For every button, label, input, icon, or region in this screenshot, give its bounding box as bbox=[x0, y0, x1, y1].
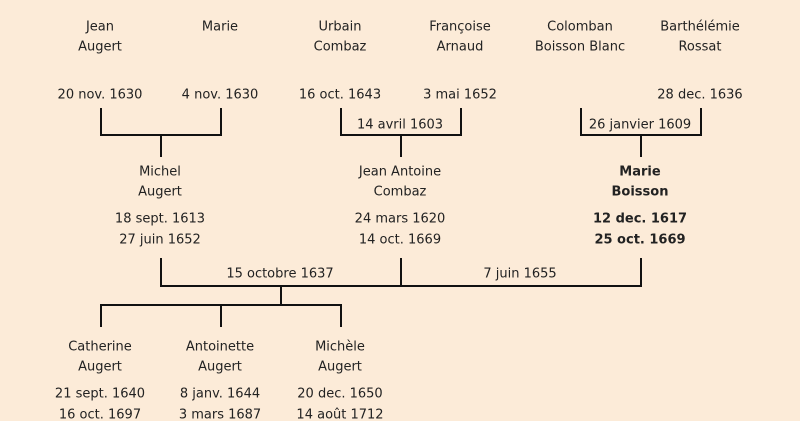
person-date: 8 janv. 1644 bbox=[180, 387, 260, 402]
person-name: Michèle bbox=[315, 340, 365, 355]
person-date: 14 août 1712 bbox=[296, 408, 383, 421]
person-date: 21 sept. 1640 bbox=[55, 387, 145, 402]
person-name: Urbain bbox=[319, 20, 362, 35]
person-date: 20 dec. 1650 bbox=[297, 387, 382, 402]
person-name: Marie bbox=[619, 165, 661, 180]
person-date: 20 nov. 1630 bbox=[58, 88, 143, 103]
person-name: Françoise bbox=[429, 20, 491, 35]
connectors bbox=[100, 108, 702, 327]
person-date: 12 dec. 1617 bbox=[593, 212, 687, 227]
marriage-date: 15 octobre 1637 bbox=[226, 267, 333, 282]
person-name: Michel bbox=[139, 165, 181, 180]
person-name: Augert bbox=[138, 185, 182, 200]
person-name: Catherine bbox=[68, 340, 132, 355]
person-name: Rossat bbox=[678, 40, 721, 55]
person-date: 14 oct. 1669 bbox=[359, 233, 441, 248]
person-date: 28 dec. 1636 bbox=[657, 88, 742, 103]
person-name: Augert bbox=[198, 360, 242, 375]
person-name: Jean Antoine bbox=[358, 165, 441, 180]
person-name: Combaz bbox=[314, 40, 367, 55]
person-name: Antoinette bbox=[186, 340, 254, 355]
person-name: Barthélémie bbox=[660, 20, 739, 35]
person-name: Augert bbox=[78, 40, 122, 55]
person-name: Combaz bbox=[374, 185, 427, 200]
person-name: Augert bbox=[78, 360, 122, 375]
marriage-date: 14 avril 1603 bbox=[357, 118, 443, 133]
person-date: 3 mars 1687 bbox=[179, 408, 261, 421]
person-date: 18 sept. 1613 bbox=[115, 212, 205, 227]
person-name: Boisson bbox=[612, 185, 669, 200]
person-date: 16 oct. 1643 bbox=[299, 88, 381, 103]
person-name: Arnaud bbox=[437, 40, 484, 55]
marriage-date: 7 juin 1655 bbox=[483, 267, 556, 282]
person-date: 4 nov. 1630 bbox=[182, 88, 259, 103]
person-name: Augert bbox=[318, 360, 362, 375]
person-name: Boisson Blanc bbox=[535, 40, 625, 55]
person-name: Colomban bbox=[547, 20, 613, 35]
person-date: 25 oct. 1669 bbox=[594, 233, 685, 248]
labels: 14 avril 1603 26 janvier 1609 15 octobre… bbox=[55, 20, 743, 421]
person-date: 16 oct. 1697 bbox=[59, 408, 141, 421]
person-date: 3 mai 1652 bbox=[423, 88, 497, 103]
person-name: Jean bbox=[85, 20, 114, 35]
marriage-date: 26 janvier 1609 bbox=[589, 118, 691, 133]
person-name: Marie bbox=[202, 20, 238, 35]
person-date: 27 juin 1652 bbox=[119, 233, 201, 248]
person-date: 24 mars 1620 bbox=[355, 212, 446, 227]
